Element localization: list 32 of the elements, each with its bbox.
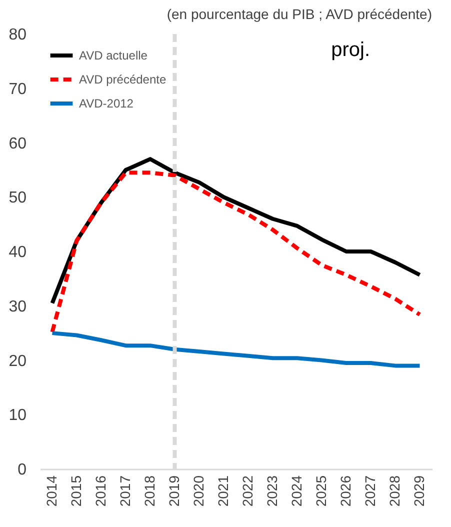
- annotation: proj.: [331, 39, 370, 61]
- x-tick-label: 2027: [362, 475, 378, 507]
- line-series: [50, 331, 422, 368]
- x-tick-label: 2021: [214, 475, 231, 507]
- y-tick-label: 80: [8, 26, 27, 44]
- x-tick-label: 2026: [337, 475, 354, 507]
- legend-label: AVD-2012: [79, 96, 134, 110]
- y-tick-label: 60: [8, 135, 27, 152]
- y-tick-label: 70: [8, 80, 27, 98]
- y-tick-label: 40: [8, 244, 27, 261]
- legend-label: AVD précédente: [79, 72, 166, 86]
- y-tick-label: 10: [8, 407, 27, 424]
- y-tick-label: 20: [8, 352, 27, 370]
- y-tick-label: 30: [8, 298, 27, 316]
- line-series: [50, 170, 422, 334]
- legend-label: AVD actuelle: [79, 48, 148, 62]
- x-tick-label: 2023: [264, 475, 280, 507]
- y-tick-label: 50: [8, 190, 27, 207]
- x-tick-label: 2019: [166, 475, 182, 507]
- x-tick-label: 2029: [410, 475, 427, 507]
- x-tick-label: 2014: [43, 475, 60, 507]
- x-tick-label: 2028: [386, 475, 402, 507]
- y-tick-label: 0: [18, 462, 27, 478]
- chart-subtitle: (en pourcentage du PIB ; AVD précédente): [166, 6, 432, 22]
- x-tick-label: 2017: [116, 475, 133, 507]
- x-tick-label: 2022: [239, 475, 256, 507]
- x-tick-label: 2018: [141, 475, 158, 507]
- x-tick-label: 2024: [288, 475, 304, 507]
- x-tick-label: 2020: [190, 475, 206, 507]
- x-tick-label: 2015: [68, 475, 84, 507]
- x-tick-label: 2016: [92, 475, 108, 507]
- x-tick-label: 2025: [312, 475, 329, 507]
